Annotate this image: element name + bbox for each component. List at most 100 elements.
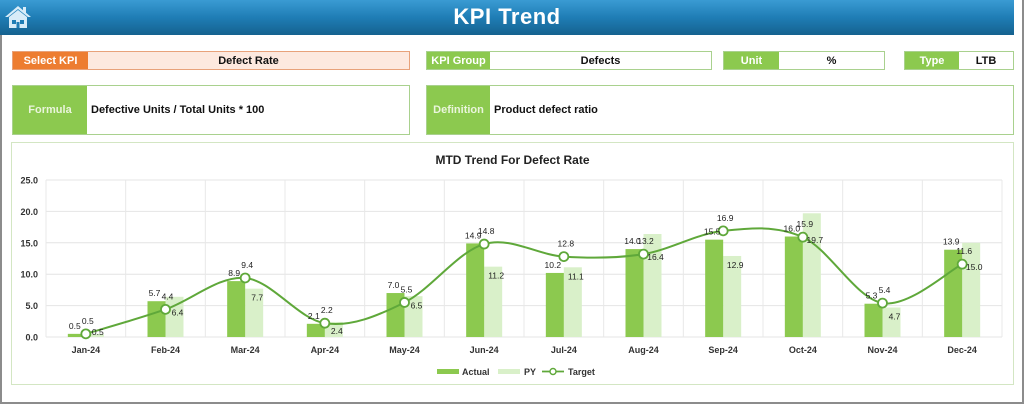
target-marker xyxy=(239,272,251,284)
actual-data-label: 5.7 xyxy=(149,288,161,298)
actual-data-label: 7.0 xyxy=(388,280,400,290)
header-bar: KPI Trend xyxy=(0,0,1014,35)
py-data-label: 6.4 xyxy=(172,307,184,317)
definition-value: Product defect ratio xyxy=(494,104,598,116)
target-marker xyxy=(638,248,649,260)
py-data-label: 11.2 xyxy=(488,271,504,281)
target-marker xyxy=(717,225,729,237)
py-data-label: 19.7 xyxy=(807,235,824,245)
target-marker xyxy=(877,297,888,309)
target-data-label: 13.2 xyxy=(637,236,654,246)
legend-target-marker xyxy=(549,367,557,376)
target-data-label: 5.5 xyxy=(401,284,413,294)
formula-label: Formula xyxy=(13,86,87,134)
py-bar xyxy=(802,213,821,337)
legend-target-label: Target xyxy=(568,367,595,377)
target-marker xyxy=(478,238,490,250)
actual-data-label: 16.0 xyxy=(784,224,801,234)
actual-data-label: 8.9 xyxy=(228,268,240,278)
chart-title: MTD Trend For Defect Rate xyxy=(435,153,590,167)
type-label: Type xyxy=(905,52,959,69)
py-data-label: 2.4 xyxy=(331,326,343,336)
x-tick-label: Oct-24 xyxy=(789,345,817,355)
actual-data-label: 10.2 xyxy=(545,260,562,270)
actual-data-label: 14.9 xyxy=(465,230,482,240)
actual-bar xyxy=(784,236,803,337)
target-data-label: 0.5 xyxy=(82,316,94,326)
kpi-group-value: Defects xyxy=(580,54,621,67)
select-kpi-label: Select KPI xyxy=(13,52,88,69)
y-tick-label: 0.0 xyxy=(25,333,38,343)
legend-actual-swatch xyxy=(437,369,459,374)
x-tick-label: Jan-24 xyxy=(72,345,101,355)
type-value: LTB xyxy=(975,54,997,67)
select-kpi-field[interactable]: Select KPI Defect Rate xyxy=(12,51,410,70)
py-bar xyxy=(962,242,981,337)
target-data-label: 2.2 xyxy=(321,305,333,315)
home-icon[interactable] xyxy=(4,4,32,30)
actual-bar xyxy=(625,249,644,337)
actual-bar xyxy=(306,323,325,337)
y-tick-label: 10.0 xyxy=(20,270,38,280)
x-tick-label: Sep-24 xyxy=(708,345,738,355)
x-tick-label: Aug-24 xyxy=(628,345,659,355)
target-marker xyxy=(160,303,171,315)
actual-bar xyxy=(864,303,883,337)
target-marker xyxy=(797,231,809,243)
py-data-label: 11.1 xyxy=(568,271,584,281)
x-tick-label: Nov-24 xyxy=(867,345,897,355)
target-data-label: 4.4 xyxy=(162,291,174,301)
definition-box: Definition Product defect ratio xyxy=(426,85,1014,135)
actual-bar xyxy=(227,281,246,337)
kpi-group-label: KPI Group xyxy=(427,52,490,69)
target-marker xyxy=(399,297,410,308)
y-tick-label: 25.0 xyxy=(20,176,38,186)
target-data-label: 11.6 xyxy=(956,246,972,256)
unit-field: Unit % xyxy=(723,51,885,70)
target-marker xyxy=(956,258,968,270)
x-tick-label: Jul-24 xyxy=(551,345,577,355)
actual-bar xyxy=(545,272,564,337)
actual-data-label: 13.9 xyxy=(943,237,960,247)
target-marker xyxy=(319,317,331,329)
py-bar xyxy=(723,255,742,337)
py-data-label: 0.5 xyxy=(92,327,104,337)
target-data-label: 14.8 xyxy=(478,226,495,236)
target-data-label: 15.9 xyxy=(797,219,814,229)
x-tick-label: Mar-24 xyxy=(231,345,260,355)
py-bar xyxy=(245,288,264,337)
target-marker xyxy=(558,251,570,263)
y-tick-label: 5.0 xyxy=(25,301,38,311)
actual-bar xyxy=(466,243,485,337)
py-data-label: 15.0 xyxy=(966,262,983,272)
target-data-label: 9.4 xyxy=(241,260,253,270)
definition-label: Definition xyxy=(427,86,490,134)
x-tick-label: Dec-24 xyxy=(947,345,977,355)
py-data-label: 16.4 xyxy=(647,252,664,262)
py-bar xyxy=(484,266,503,337)
actual-bar xyxy=(944,249,963,337)
py-data-label: 12.9 xyxy=(727,260,744,270)
actual-data-label: 2.1 xyxy=(308,311,320,321)
actual-data-label: 14.0 xyxy=(624,236,641,246)
actual-data-label: 15.5 xyxy=(704,227,721,237)
legend-actual-label: Actual xyxy=(462,367,490,377)
unit-value: % xyxy=(826,54,837,67)
select-kpi-dropdown[interactable]: Defect Rate xyxy=(218,54,279,67)
target-data-label: 12.8 xyxy=(558,239,575,249)
target-marker xyxy=(80,328,92,340)
trend-chart: MTD Trend For Defect Rate 0.0 5.0 10.0 15.0… xyxy=(11,142,1014,385)
kpi-group-field: KPI Group Defects xyxy=(426,51,712,70)
type-field: Type LTB xyxy=(904,51,1014,70)
target-data-label: 16.9 xyxy=(717,213,734,223)
legend-py-swatch xyxy=(498,369,520,374)
py-data-label: 4.7 xyxy=(889,311,901,321)
py-bar xyxy=(563,267,582,337)
chart-canvas: 0.0 5.0 10.0 15.0 20.0 25.0 Jan-24 Feb-24 Mar-24… xyxy=(20,176,1003,377)
x-tick-label: Feb-24 xyxy=(151,345,180,355)
formula-value: Defective Units / Total Units * 100 xyxy=(91,104,265,116)
py-bar xyxy=(882,307,901,337)
formula-box: Formula Defective Units / Total Units * … xyxy=(12,85,410,135)
actual-bar xyxy=(67,333,86,337)
actual-data-label: 0.5 xyxy=(69,321,81,331)
